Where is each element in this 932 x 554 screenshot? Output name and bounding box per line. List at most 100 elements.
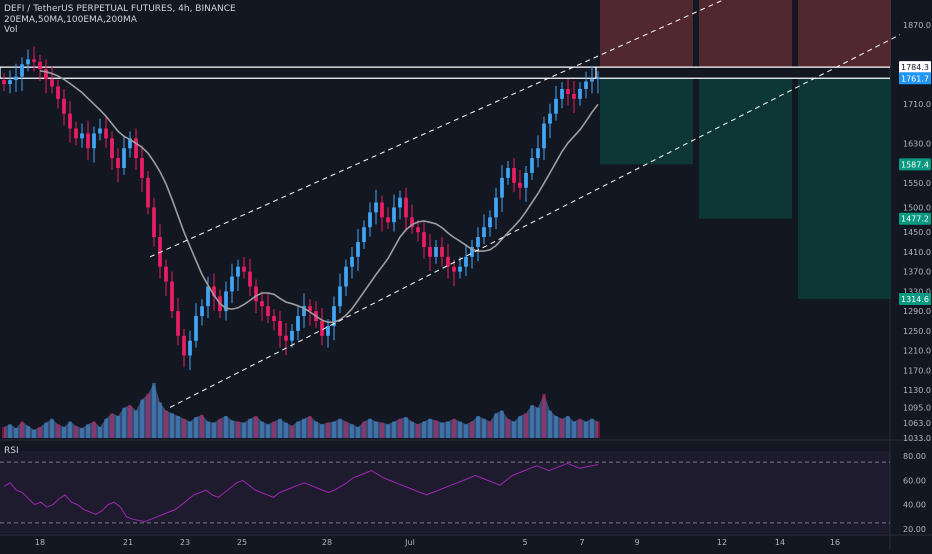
volume-bar (530, 405, 534, 438)
volume-bar (404, 417, 408, 438)
volume-bar (2, 427, 6, 438)
volume-bar (290, 425, 294, 438)
price-tick-label: 1290.0 (903, 307, 931, 316)
volume-bar (86, 424, 90, 438)
candle-body (254, 286, 258, 302)
candle-body (140, 158, 144, 178)
volume-bar (338, 418, 342, 438)
volume-bar (572, 421, 576, 438)
volume-bar (116, 416, 120, 438)
volume-bar (278, 418, 282, 438)
volume-bar (566, 416, 570, 438)
price-tick-label: 1330.0 (903, 287, 931, 296)
candle-body (284, 335, 288, 341)
time-tick-label: 12 (717, 538, 727, 547)
volume-bar (230, 420, 234, 438)
candle-body (236, 266, 240, 277)
volume-bar (458, 421, 462, 438)
price-tick-label: 1630.0 (903, 139, 931, 148)
volume-bar (242, 422, 246, 438)
volume-bar (188, 421, 192, 438)
volume-bar (98, 427, 102, 438)
candle-body (410, 217, 414, 228)
volume-bar (374, 421, 378, 438)
volume-bar (506, 418, 510, 438)
volume-bar (134, 410, 138, 438)
candle-body (452, 266, 456, 272)
candle-body (572, 93, 576, 99)
volume-bar (170, 413, 174, 438)
volume-bar (596, 421, 600, 438)
candle-body (116, 158, 120, 168)
price-tick-label: 1410.0 (903, 248, 931, 257)
time-tick-label: 5 (522, 538, 527, 547)
volume-bar (548, 410, 552, 438)
time-tick-label: 23 (180, 538, 190, 547)
price-badge (899, 158, 931, 171)
volume-bar (14, 428, 18, 438)
volume-bar (578, 418, 582, 438)
volume-bar (26, 425, 30, 438)
volume-bar (494, 413, 498, 438)
candle-body (404, 197, 408, 218)
candle-body (536, 148, 540, 159)
candle-body (488, 217, 492, 228)
candle-body (530, 158, 534, 173)
candle-body (62, 98, 66, 114)
volume-bar (272, 421, 276, 438)
time-tick-label: 7 (579, 538, 584, 547)
volume-bar (542, 394, 546, 438)
price-tick-label: 1063.0 (903, 419, 931, 428)
candle-body (122, 148, 126, 168)
candle-body (440, 246, 444, 257)
volume-bar (62, 427, 66, 438)
candle-body (596, 78, 600, 80)
candle-body (458, 266, 462, 272)
volume-bar (146, 394, 150, 438)
candle-body (338, 286, 342, 307)
volume-bar (224, 416, 228, 438)
price-tick-label: 1170.0 (903, 366, 931, 375)
target-zone-3 (798, 78, 891, 299)
volume-bar (302, 418, 306, 438)
volume-bar (422, 421, 426, 438)
volume-bar (260, 421, 264, 438)
candle-body (476, 237, 480, 247)
volume-bar (392, 421, 396, 438)
candle-body (260, 301, 264, 307)
volume-bar (476, 416, 480, 438)
candle-body (356, 242, 360, 257)
candle-body (326, 325, 330, 336)
candle-body (20, 64, 24, 77)
volume-bar (482, 418, 486, 438)
candle-body (542, 123, 546, 149)
volume-bar (254, 416, 258, 438)
candle-body (296, 316, 300, 331)
candle-body (566, 88, 570, 94)
volume-bar (500, 410, 504, 438)
volume-bar (590, 418, 594, 438)
volume-bar (524, 413, 528, 438)
candle-body (482, 227, 486, 238)
candle-body (242, 266, 246, 272)
volume-bar (248, 418, 252, 438)
symbol-title: DEFI / TetherUS PERPETUAL FUTURES, 4h, B… (4, 4, 236, 14)
candle-body (248, 271, 252, 287)
candle-body (392, 207, 396, 223)
time-tick-label: 25 (237, 538, 247, 547)
volume-bar (560, 418, 564, 438)
volume-bar (320, 424, 324, 438)
volume-area (4, 383, 598, 438)
volume-bar (284, 422, 288, 438)
price-tick-label: 1033.0 (903, 434, 931, 443)
candle-body (68, 113, 72, 129)
candle-body (32, 59, 36, 62)
volume-bar (332, 421, 336, 438)
volume-bar (74, 425, 78, 438)
candle-body (134, 138, 138, 159)
price-badge-label: 1784.3 (901, 63, 929, 72)
candle-body (104, 128, 108, 139)
candle-body (182, 335, 186, 356)
